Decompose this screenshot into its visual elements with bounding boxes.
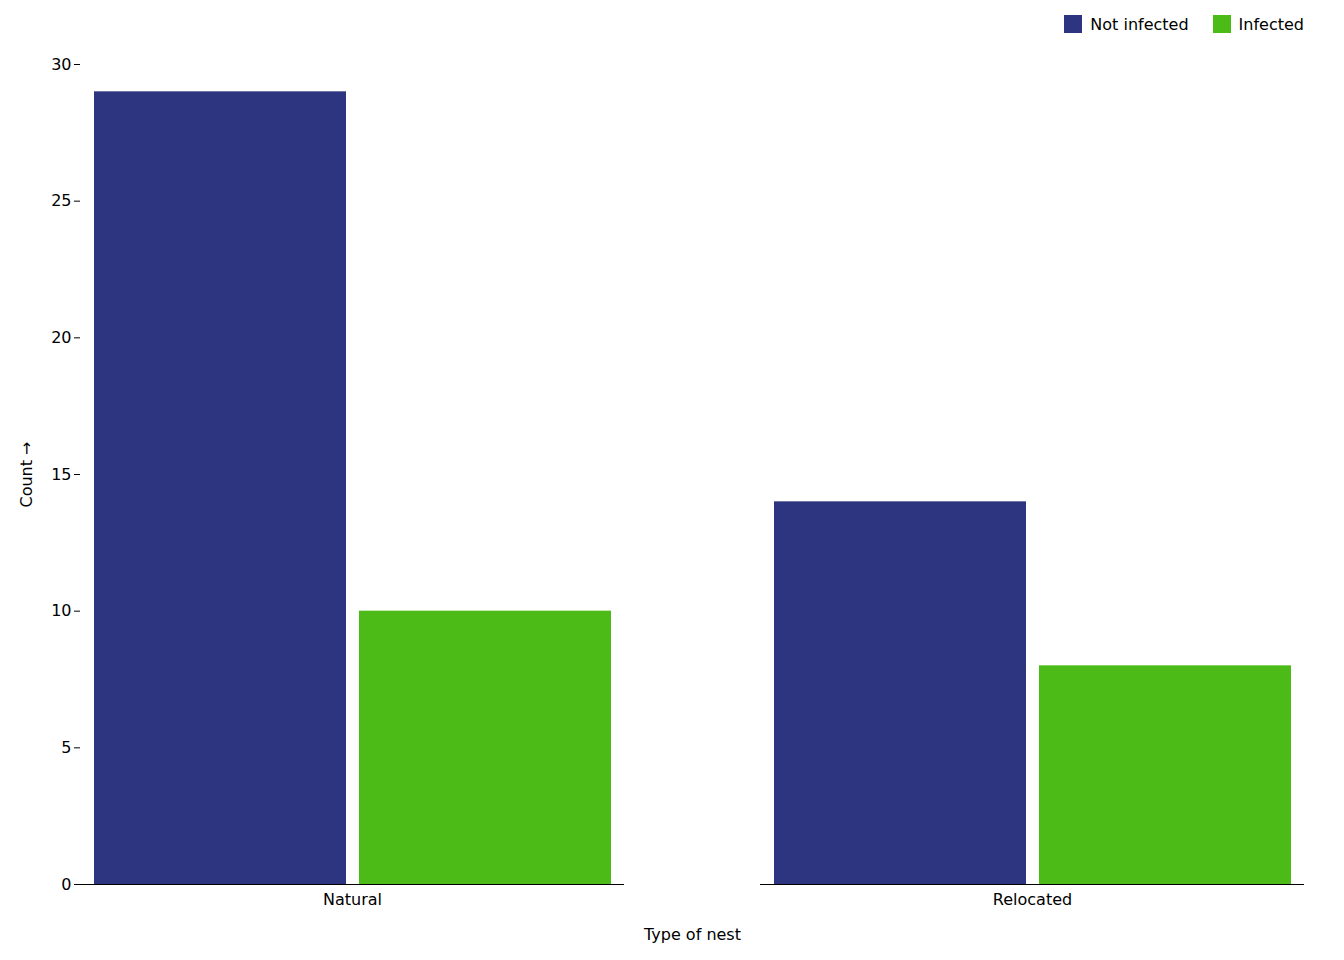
svg-text:0: 0 [61,875,71,894]
svg-text:Count →: Count → [17,441,36,507]
html-text:Not infected: Not infected [1090,14,1189,34]
svg-text:Relocated: Relocated [993,890,1072,909]
svg-text:5: 5 [61,738,71,757]
svg-text:25: 25 [51,191,71,210]
svg-text:10: 10 [51,601,71,620]
svg-text:Natural: Natural [323,890,382,909]
svg-text:15: 15 [51,465,71,484]
html-text:Infected: Infected [1238,14,1304,34]
svg-text:Type of nest: Type of nest [643,925,741,944]
svg-text:20: 20 [51,328,71,347]
svg-text:30: 30 [51,55,71,74]
